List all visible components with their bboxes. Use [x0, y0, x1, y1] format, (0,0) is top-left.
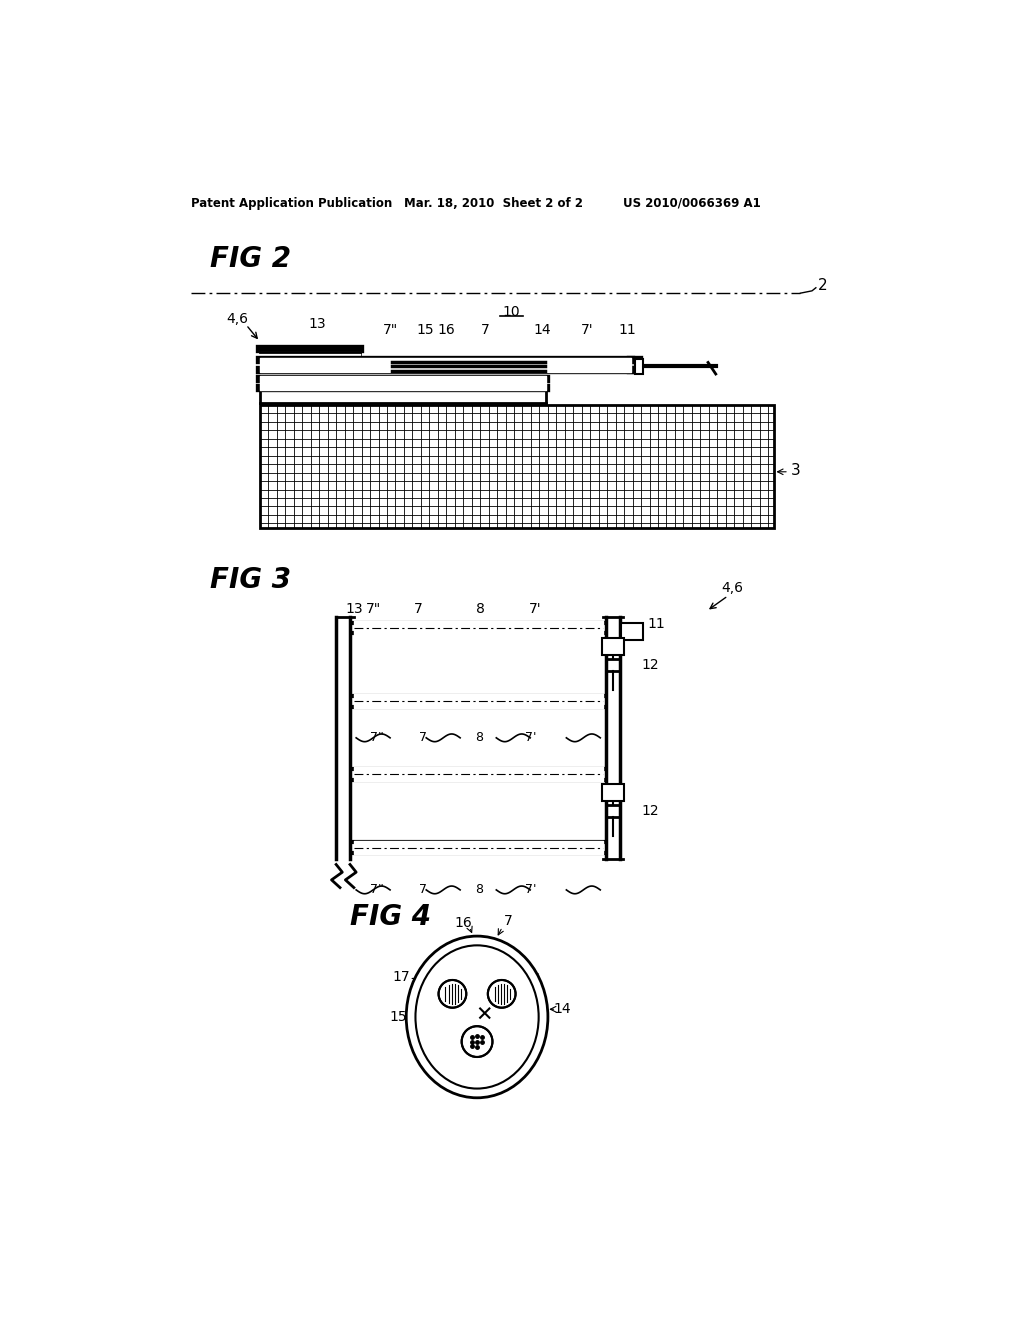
Text: 7: 7	[414, 602, 422, 616]
Text: 15: 15	[390, 1010, 408, 1024]
Text: 7: 7	[504, 913, 512, 928]
Text: 7': 7'	[525, 883, 537, 896]
Text: 17: 17	[516, 1001, 534, 1015]
Text: 4,6: 4,6	[226, 312, 248, 326]
Text: 3: 3	[792, 463, 801, 478]
Text: 8: 8	[475, 731, 483, 744]
Bar	[635, 359, 643, 374]
Text: 15: 15	[417, 323, 434, 337]
Text: Patent Application Publication: Patent Application Publication	[190, 197, 392, 210]
Text: 16: 16	[455, 916, 472, 931]
Text: 14: 14	[534, 323, 551, 337]
Bar	[621, 623, 643, 640]
Text: 7: 7	[419, 883, 427, 896]
Text: 10: 10	[503, 305, 520, 319]
Text: 12: 12	[641, 657, 658, 672]
Text: 2: 2	[818, 279, 827, 293]
Text: 16: 16	[437, 323, 455, 337]
Text: 7: 7	[419, 731, 427, 744]
Text: 17: 17	[522, 973, 540, 986]
Text: 8: 8	[476, 602, 485, 616]
Text: US 2010/0066369 A1: US 2010/0066369 A1	[624, 197, 761, 210]
Bar	[260, 405, 773, 528]
Text: 7': 7'	[525, 731, 537, 744]
Text: FIG 4: FIG 4	[350, 903, 431, 931]
Text: 7": 7"	[370, 883, 384, 896]
Bar	[602, 638, 624, 655]
Text: 7": 7"	[367, 602, 382, 616]
Text: 11: 11	[647, 618, 665, 631]
Ellipse shape	[416, 945, 539, 1089]
Text: Mar. 18, 2010  Sheet 2 of 2: Mar. 18, 2010 Sheet 2 of 2	[403, 197, 583, 210]
Circle shape	[492, 983, 512, 1003]
Text: FIG 3: FIG 3	[210, 566, 291, 594]
Text: 4,6: 4,6	[722, 581, 743, 595]
Text: 8: 8	[471, 1047, 480, 1061]
Text: 13: 13	[345, 602, 362, 616]
Text: FIG 2: FIG 2	[210, 244, 291, 272]
Text: 7": 7"	[370, 731, 384, 744]
Ellipse shape	[407, 936, 548, 1098]
Text: 17: 17	[393, 970, 411, 983]
Text: 13: 13	[309, 317, 327, 331]
Text: 7: 7	[480, 323, 489, 337]
Text: 11: 11	[618, 323, 636, 337]
Text: 7": 7"	[382, 323, 397, 337]
Text: 14: 14	[553, 1002, 570, 1016]
Text: 12: 12	[641, 804, 658, 818]
Circle shape	[466, 1030, 488, 1053]
Circle shape	[442, 983, 463, 1003]
Text: 7': 7'	[581, 323, 594, 337]
Text: 7': 7'	[528, 602, 541, 616]
Bar	[602, 784, 624, 801]
Text: 8: 8	[475, 883, 483, 896]
